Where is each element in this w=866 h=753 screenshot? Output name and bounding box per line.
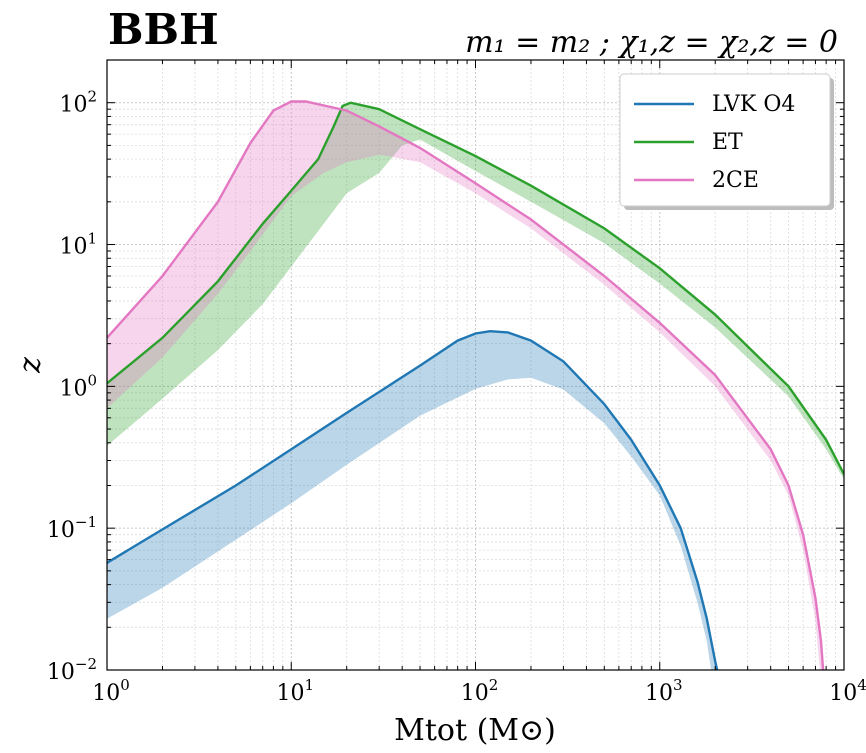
chart-subtitle: m₁ = m₂ ; χ₁,z = χ₂,z = 0 <box>465 25 838 60</box>
legend: LVK O4 ET 2CE <box>619 73 834 210</box>
y-tick-label: 100 <box>59 371 97 401</box>
x-tick-label: 103 <box>645 676 683 706</box>
y-tick-label: 10−1 <box>47 513 97 543</box>
legend-label: ET <box>712 130 743 155</box>
x-tick-label: 102 <box>461 676 499 706</box>
line-2ce <box>107 100 825 670</box>
band-lvk-o4 <box>107 331 718 670</box>
legend-box <box>619 73 831 207</box>
y-tick-label: 10−2 <box>47 655 97 685</box>
series-lines <box>107 100 844 670</box>
line-et <box>107 101 844 475</box>
tick-labels: 100 101 102 103 104 10−2 10−1 100 101 102 <box>47 88 866 706</box>
x-tick-label: 104 <box>829 676 866 706</box>
legend-label: 2CE <box>712 168 759 193</box>
line-lvk-o4 <box>107 329 719 670</box>
chart-title: BBH <box>108 5 219 54</box>
ticks <box>106 59 845 671</box>
band-et <box>107 102 844 480</box>
y-axis-label: z <box>13 357 48 374</box>
x-tick-label: 100 <box>92 676 130 706</box>
x-axis-label: Mtot (M⊙) <box>394 713 556 748</box>
y-tick-label: 102 <box>59 88 97 118</box>
bands <box>107 101 844 670</box>
y-tick-label: 101 <box>59 230 97 260</box>
x-tick-label: 101 <box>276 676 314 706</box>
grid <box>106 59 844 671</box>
legend-label: LVK O4 <box>712 92 795 117</box>
